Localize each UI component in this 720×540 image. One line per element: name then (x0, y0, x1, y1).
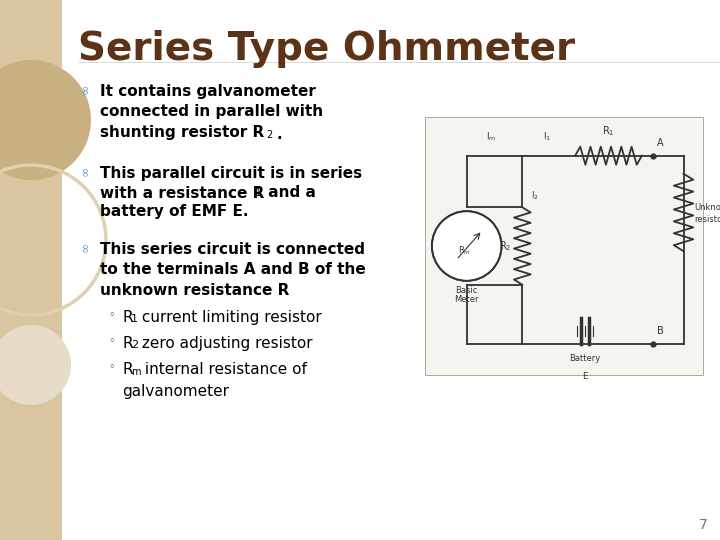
Text: m: m (131, 367, 140, 377)
Text: This parallel circuit is in series
with a resistance R: This parallel circuit is in series with … (100, 166, 362, 201)
Text: ∞: ∞ (78, 166, 91, 177)
Text: R: R (122, 310, 132, 325)
Text: 1: 1 (131, 314, 138, 324)
Text: ◦: ◦ (108, 362, 114, 372)
Circle shape (432, 211, 502, 281)
Bar (425, 117, 703, 375)
Text: battery of EMF E.: battery of EMF E. (100, 204, 248, 219)
Text: zero adjusting resistor: zero adjusting resistor (137, 336, 312, 351)
Text: I$_2$: I$_2$ (531, 190, 539, 202)
Text: 7: 7 (699, 518, 708, 532)
Text: R: R (122, 336, 132, 351)
Text: It contains galvanometer
connected in parallel with
shunting resistor R: It contains galvanometer connected in pa… (100, 84, 323, 140)
Text: I$_1$: I$_1$ (543, 130, 552, 143)
Text: A: A (657, 138, 664, 148)
Text: I$_m$: I$_m$ (487, 130, 497, 143)
Circle shape (0, 325, 71, 405)
Text: R: R (122, 362, 132, 377)
Text: B: B (657, 326, 664, 336)
Text: galvanometer: galvanometer (122, 384, 229, 399)
Text: ∞: ∞ (78, 84, 91, 94)
Text: Unknown: Unknown (695, 203, 720, 212)
Text: current limiting resistor: current limiting resistor (137, 310, 322, 325)
Text: 2: 2 (131, 340, 138, 350)
Text: Series Type Ohmmeter: Series Type Ohmmeter (78, 30, 575, 68)
Text: internal resistance of: internal resistance of (140, 362, 307, 377)
Text: .: . (277, 127, 283, 142)
Text: E: E (582, 373, 588, 381)
Text: and a: and a (263, 185, 316, 200)
Text: Meter: Meter (454, 295, 479, 304)
Text: R$_1$: R$_1$ (602, 124, 615, 138)
Text: ∞: ∞ (78, 242, 91, 252)
Text: resistor: resistor (695, 215, 720, 224)
Text: ◦: ◦ (108, 336, 114, 346)
Bar (0, 0, 62, 540)
Circle shape (0, 60, 91, 180)
Text: R$_m$: R$_m$ (459, 245, 472, 258)
Text: R$_2$: R$_2$ (500, 239, 512, 253)
Text: Basic: Basic (456, 286, 478, 295)
Text: $_{1}$: $_{1}$ (254, 185, 261, 199)
Text: $_{2}$: $_{2}$ (266, 127, 274, 141)
Text: ◦: ◦ (108, 310, 114, 320)
Text: Battery: Battery (570, 354, 600, 363)
Text: This series circuit is connected
to the terminals A and B of the
unknown resista: This series circuit is connected to the … (100, 242, 366, 298)
